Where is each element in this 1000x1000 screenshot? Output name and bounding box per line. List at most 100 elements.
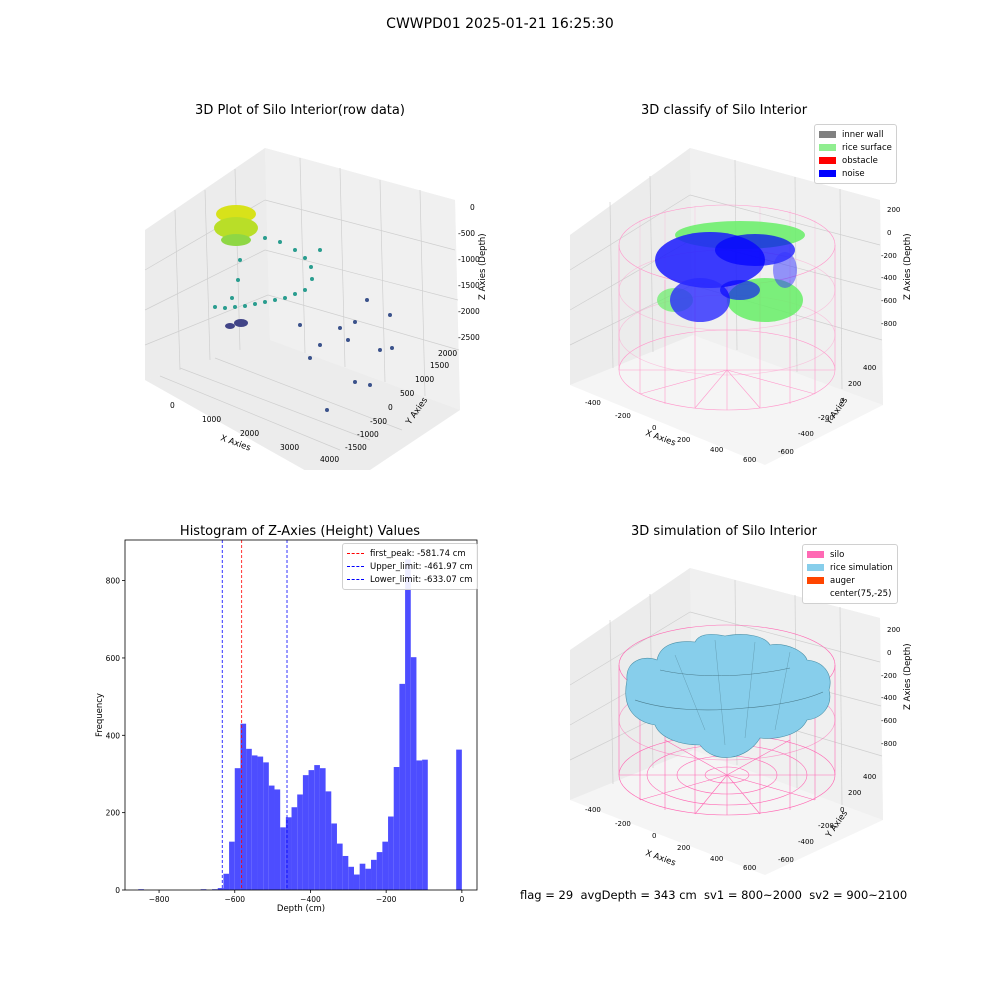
x-tick-label: 1000 [202, 415, 221, 424]
histogram-bar [371, 859, 377, 890]
legend-item: Upper_limit: -461.97 cm [347, 560, 473, 573]
legend-item: auger [807, 574, 893, 587]
axis-tick-labels: -400 -200 0 200 400 600 -600 -400 -200 0… [585, 206, 900, 464]
histogram-bars [138, 559, 462, 890]
x-tick-label: -200 [615, 820, 631, 828]
simulation-legend: silo rice simulation auger center(75,-25… [802, 544, 898, 604]
z-tick-label: -1500 [458, 281, 480, 290]
y-tick-label: 200 [106, 809, 121, 818]
histogram-bar [319, 768, 326, 890]
x-tick-label: -400 [585, 399, 601, 407]
z-tick-label: 0 [887, 229, 891, 237]
y-axis-label: Frequency [95, 693, 105, 737]
z-tick-label: -500 [458, 229, 475, 238]
legend-item: obstacle [819, 154, 892, 167]
legend-item: inner wall [819, 128, 892, 141]
histogram-bar [410, 657, 417, 890]
histogram-bar [393, 767, 400, 890]
histogram-bar [331, 823, 337, 890]
histogram-bar [399, 683, 406, 890]
legend-swatch [807, 551, 824, 558]
panel1-title: 3D Plot of Silo Interior(row data) [195, 103, 405, 118]
legend-line [347, 566, 364, 567]
histogram-bar [348, 866, 354, 890]
x-tick-label: −200 [376, 895, 397, 904]
plot-frame [124, 539, 478, 891]
z-tick-label: -2500 [458, 333, 480, 342]
z-tick-label: 200 [887, 206, 900, 214]
histogram-bar [223, 873, 230, 890]
y-tick-label: -1000 [357, 430, 379, 439]
y-tick-label: 0 [388, 403, 393, 412]
y-tick-label: -1500 [345, 443, 367, 452]
histogram-bar [285, 817, 292, 890]
noise-points [655, 232, 797, 322]
legend-swatch [819, 131, 836, 138]
x-tick-label: 600 [743, 864, 756, 872]
legend-swatch [819, 170, 836, 177]
legend-item: rice simulation [807, 561, 893, 574]
legend-swatch [807, 590, 824, 597]
y-tick-label: 1000 [415, 375, 434, 384]
histogram-bar [359, 863, 366, 890]
y-tick-label: -200 [818, 414, 834, 422]
depth-histogram: −800 −600 −400 −200 0 0 200 400 600 800 Depth (c… [95, 539, 478, 914]
x-tick-label: 600 [743, 456, 756, 464]
classify-legend: inner wall rice surface obstacle noise [814, 124, 897, 184]
histogram-bar [314, 765, 320, 890]
histogram-bar [325, 791, 332, 890]
x-tick-label: 200 [677, 844, 690, 852]
y-tick-label: 500 [400, 389, 415, 398]
histogram-bar [268, 785, 275, 890]
z-tick-label: -600 [881, 297, 897, 305]
y-tick-label: -600 [778, 856, 794, 864]
legend-line [347, 579, 364, 580]
histogram-bar [308, 770, 315, 890]
x-tick-label: 0 [652, 832, 656, 840]
z-tick-label: -800 [881, 320, 897, 328]
legend-item: rice surface [819, 141, 892, 154]
z-tick-label: -200 [881, 252, 897, 260]
y-tick-label: -500 [370, 417, 387, 426]
y-tick-label: 400 [863, 773, 876, 781]
histogram-bar [274, 789, 281, 890]
legend-swatch [819, 144, 836, 151]
x-tick-label: 0 [652, 424, 656, 432]
z-tick-label: -1000 [458, 255, 480, 264]
grid-lines [569, 159, 883, 390]
axis-tick-labels: -400 -200 0 200 400 600 -600 -400 -200 0… [585, 626, 900, 872]
y-tick-label: 800 [106, 577, 121, 586]
histogram-bar [422, 759, 428, 890]
panel4-title: 3D simulation of Silo Interior [631, 524, 817, 539]
z-tick-label: 0 [470, 203, 475, 212]
y-tick-label: 0 [115, 886, 120, 895]
histogram-bar [240, 723, 247, 890]
z-tick-label: -2000 [458, 307, 480, 316]
histogram-legend: first_peak: -581.74 cm Upper_limit: -461… [342, 543, 478, 590]
y-tick-label: -200 [818, 822, 834, 830]
histogram-bar [229, 841, 235, 890]
z-tick-label: 0 [887, 649, 891, 657]
legend-swatch [807, 577, 824, 584]
y-tick-label: -400 [798, 430, 814, 438]
histogram-bar [353, 874, 360, 890]
x-tick-label: -400 [585, 806, 601, 814]
status-line: flag = 29 avgDepth = 343 cm sv1 = 800~20… [520, 888, 908, 902]
legend-item: Lower_limit: -633.07 cm [347, 573, 473, 586]
legend-item: noise [819, 167, 892, 180]
panel3-title: Histogram of Z-Axies (Height) Values [179, 524, 421, 539]
histogram-bar [382, 841, 389, 890]
histogram-bar [336, 843, 343, 890]
x-tick-label: −400 [300, 895, 321, 904]
x-tick-label: -200 [615, 412, 631, 420]
y-tick-label: 400 [863, 364, 876, 372]
y-ticks: 0 200 400 600 800 [106, 577, 125, 895]
histogram-vlines [221, 540, 288, 890]
y-tick-label: 1500 [430, 361, 449, 370]
raw-scatter-3d-plot: 0 1000 2000 3000 4000 -1500 -1000 -500 0… [144, 148, 488, 470]
histogram-bar [376, 852, 383, 890]
x-tick-label: 400 [710, 855, 723, 863]
histogram-bar [365, 868, 372, 890]
histogram-bar [456, 749, 462, 890]
legend-item: silo [807, 548, 893, 561]
